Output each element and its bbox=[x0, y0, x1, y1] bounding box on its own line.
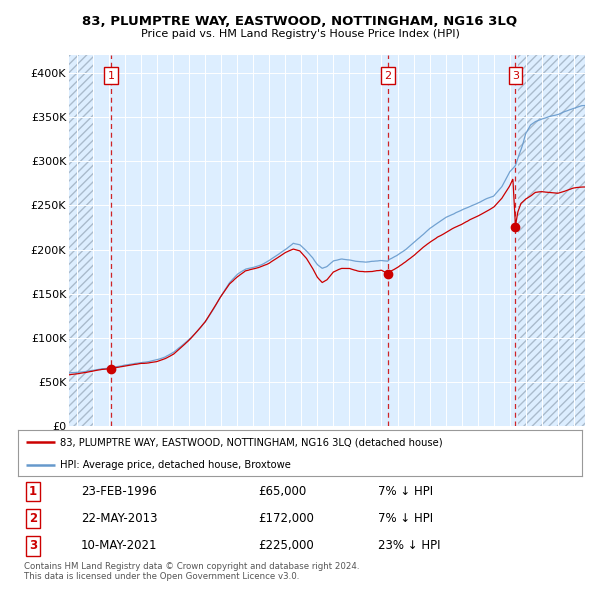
Text: 10-MAY-2021: 10-MAY-2021 bbox=[81, 539, 157, 552]
Text: 7% ↓ HPI: 7% ↓ HPI bbox=[378, 512, 433, 525]
Text: 2: 2 bbox=[29, 512, 37, 525]
Text: Price paid vs. HM Land Registry's House Price Index (HPI): Price paid vs. HM Land Registry's House … bbox=[140, 29, 460, 39]
Bar bbox=[69, 55, 93, 426]
Text: 83, PLUMPTRE WAY, EASTWOOD, NOTTINGHAM, NG16 3LQ: 83, PLUMPTRE WAY, EASTWOOD, NOTTINGHAM, … bbox=[82, 15, 518, 28]
Text: 1: 1 bbox=[29, 485, 37, 498]
Text: 1: 1 bbox=[107, 71, 115, 81]
Text: 2: 2 bbox=[384, 71, 391, 81]
Text: 3: 3 bbox=[512, 71, 519, 81]
Text: 3: 3 bbox=[29, 539, 37, 552]
Text: 23% ↓ HPI: 23% ↓ HPI bbox=[378, 539, 440, 552]
Text: 7% ↓ HPI: 7% ↓ HPI bbox=[378, 485, 433, 498]
Text: 22-MAY-2013: 22-MAY-2013 bbox=[81, 512, 157, 525]
Text: £65,000: £65,000 bbox=[258, 485, 306, 498]
Bar bbox=[518, 55, 585, 426]
Text: £172,000: £172,000 bbox=[258, 512, 314, 525]
Text: 83, PLUMPTRE WAY, EASTWOOD, NOTTINGHAM, NG16 3LQ (detached house): 83, PLUMPTRE WAY, EASTWOOD, NOTTINGHAM, … bbox=[60, 437, 443, 447]
Text: HPI: Average price, detached house, Broxtowe: HPI: Average price, detached house, Brox… bbox=[60, 460, 291, 470]
Text: £225,000: £225,000 bbox=[258, 539, 314, 552]
Text: Contains HM Land Registry data © Crown copyright and database right 2024.
This d: Contains HM Land Registry data © Crown c… bbox=[24, 562, 359, 581]
Text: 23-FEB-1996: 23-FEB-1996 bbox=[81, 485, 157, 498]
